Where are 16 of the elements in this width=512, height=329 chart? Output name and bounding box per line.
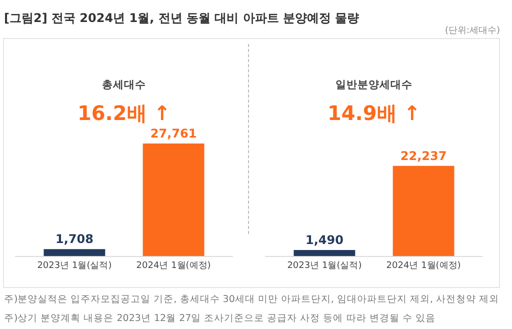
chart-subtitle: 일반분양세대수 [334,78,414,92]
data-label: 27,761 [150,126,197,140]
text: (단위:세대수) [444,25,500,37]
text: 주)상기 분양계획 내용은 2023년 12월 27일 조사기준으로 공급자 사정 등에 따라 변경될 수 있음 [4,312,436,326]
chart-subtitle: 총세대수 [101,78,147,92]
text: 16.2배 ↑ [76,100,172,127]
data-label: 1,490 [305,232,344,247]
text: 14.9배 ↑ [326,100,422,127]
x-tick-label: 2024년 1월(예정) [136,260,211,271]
data-label: 1,708 [55,232,94,246]
x-tick-label: 2023년 1월(실적) [37,260,112,271]
x-tick-label: 2024년 1월(예정) [386,260,461,271]
x-tick-label: 2023년 1월(실적) [287,260,362,271]
chart-title: [그림2] 전국 2024년 1월, 전년 동월 대비 아파트 분양예정 물량 [4,10,360,27]
text: 주)분양실적은 입주자모집공고일 기준, 총세대수 30세대 미만 아파트단지, 임대아파트단지 제외, 사전청약 제외 [4,293,500,307]
data-label: 22,237 [400,148,447,163]
